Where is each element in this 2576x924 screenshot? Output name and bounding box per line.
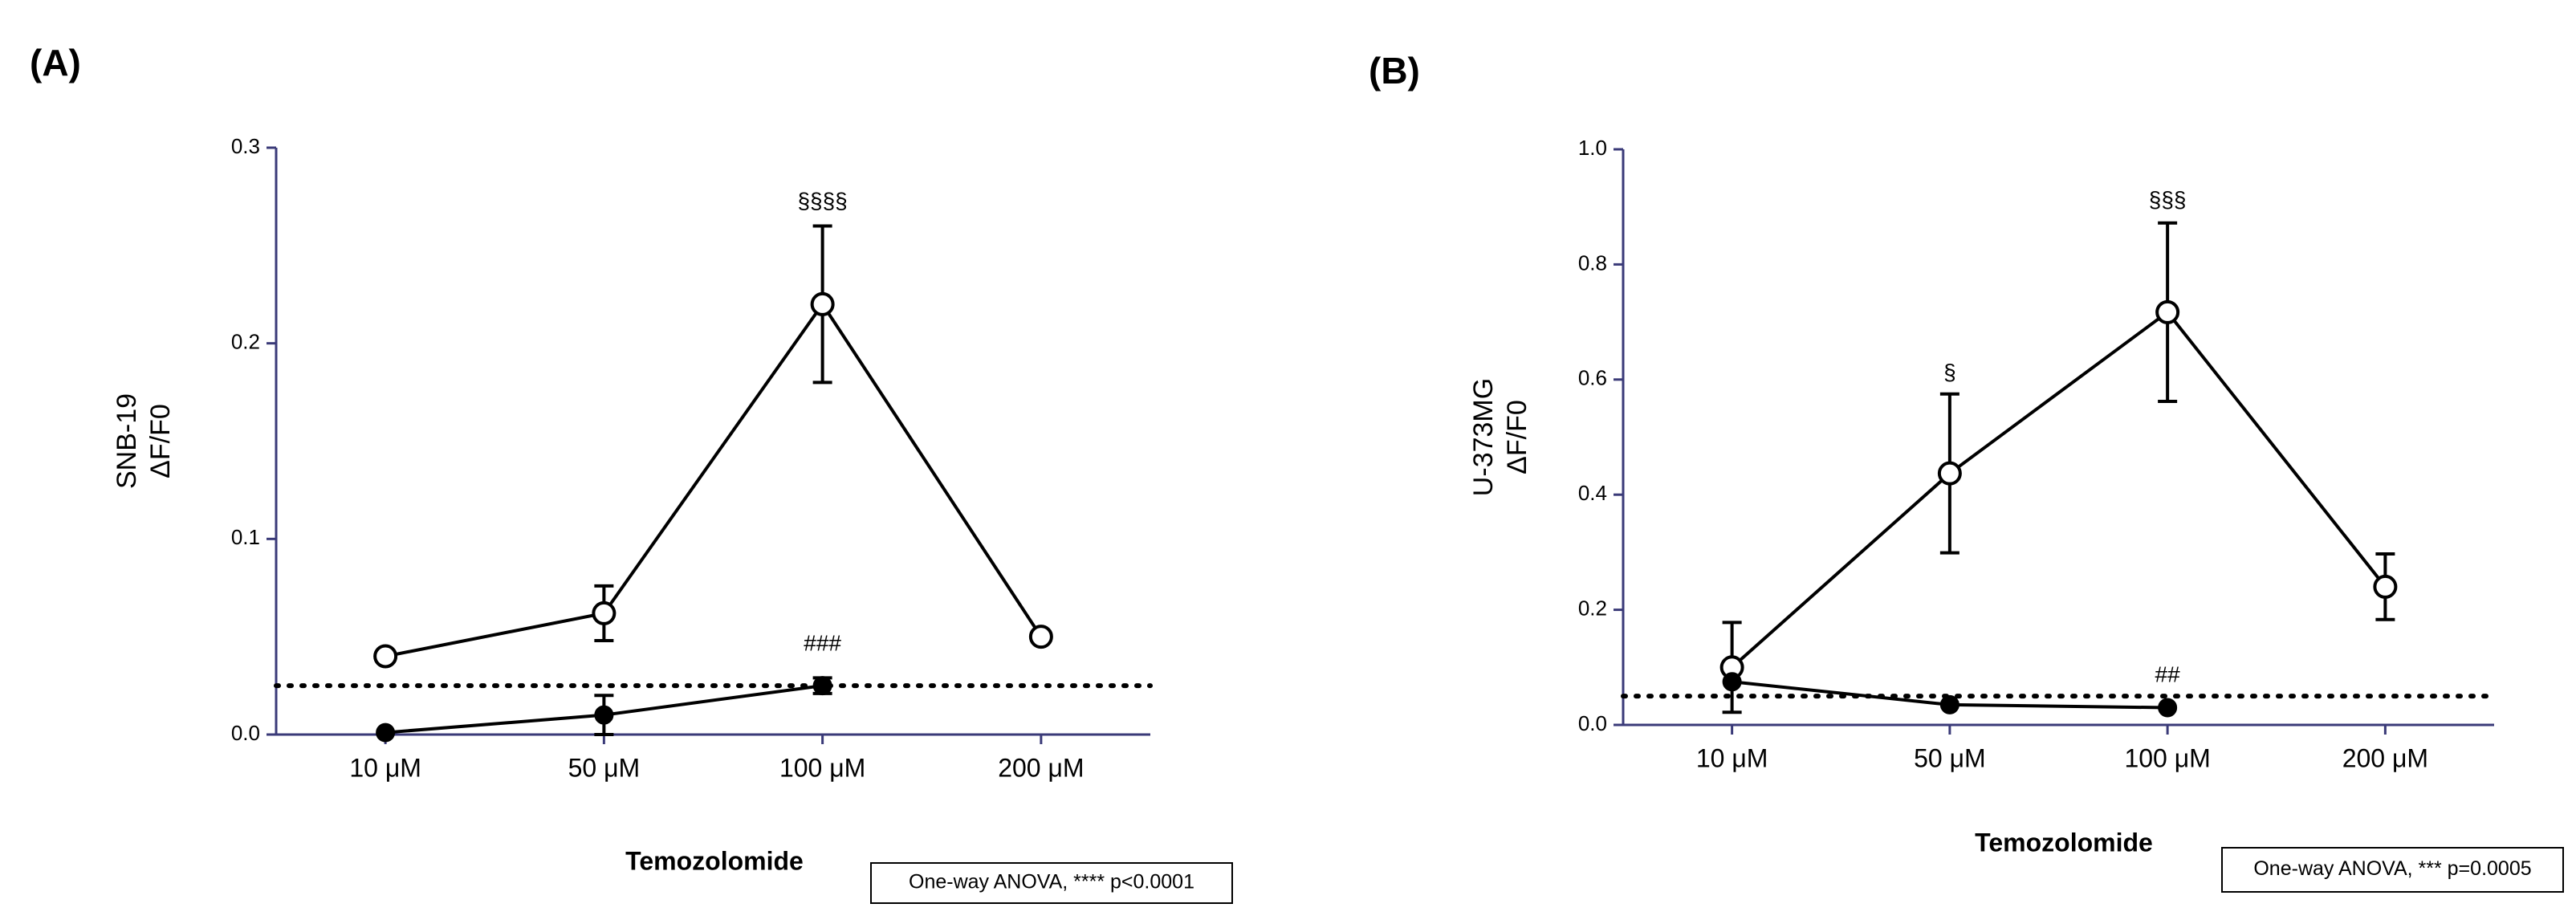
stats-note: One-way ANOVA, **** p<0.0001 [909, 871, 1194, 893]
annotation: §§§ [2149, 187, 2187, 212]
y-tick-label: 0.0 [231, 721, 260, 745]
x-tick-label: 50 μM [1914, 743, 1986, 772]
stats-box [870, 862, 1233, 904]
y-tick-label: 0.6 [1578, 366, 1607, 390]
filled-marker [1939, 694, 1959, 714]
x-axis-label: Temozolomide [625, 846, 804, 875]
x-tick-label: 10 μM [1696, 743, 1768, 772]
stats-box [2221, 847, 2564, 893]
annotation: ### [804, 630, 841, 655]
y-tick-label: 0.2 [1578, 596, 1607, 620]
panel-label: (A) [30, 42, 81, 83]
x-tick-label: 200 μM [2342, 743, 2428, 772]
y-axis-label: SNB-19 [112, 393, 142, 489]
open-marker [1937, 461, 1962, 486]
y-tick-label: 0.0 [1578, 711, 1607, 735]
y-tick-label: 0.3 [231, 134, 260, 158]
series-line [385, 301, 1043, 658]
y-axis-label: U-373MG [1468, 378, 1499, 496]
y-axis-label: ΔF/F0 [145, 404, 176, 478]
x-tick-label: 100 μM [2124, 743, 2210, 772]
x-tick-label: 10 μM [349, 753, 421, 782]
x-axis-label: Temozolomide [1975, 828, 2153, 857]
open-marker [592, 600, 617, 625]
y-tick-label: 0.4 [1578, 481, 1607, 505]
x-tick-label: 100 μM [779, 753, 865, 782]
annotation: §§§§ [797, 189, 847, 214]
annotation: ## [2155, 661, 2181, 686]
y-tick-label: 0.8 [1578, 250, 1607, 275]
open-marker [2373, 574, 2398, 599]
open-marker [2155, 299, 2180, 324]
y-tick-label: 0.2 [231, 330, 260, 354]
filled-marker [376, 723, 396, 743]
series-line [1731, 310, 2387, 669]
x-tick-label: 200 μM [998, 753, 1084, 782]
y-tick-label: 0.1 [231, 525, 260, 549]
open-marker [1028, 625, 1053, 649]
filled-marker [1722, 672, 1742, 692]
open-marker [810, 291, 835, 316]
panel-label: (B) [1369, 50, 1420, 92]
open-marker [373, 644, 398, 669]
filled-marker [2158, 698, 2178, 718]
y-tick-label: 1.0 [1578, 136, 1607, 160]
annotation: § [1943, 360, 1956, 385]
stats-note: One-way ANOVA, *** p=0.0005 [2253, 857, 2531, 880]
filled-marker [594, 705, 614, 725]
y-axis-label: ΔF/F0 [1502, 400, 1532, 474]
filled-marker [812, 676, 832, 696]
x-tick-label: 50 μM [568, 753, 641, 782]
